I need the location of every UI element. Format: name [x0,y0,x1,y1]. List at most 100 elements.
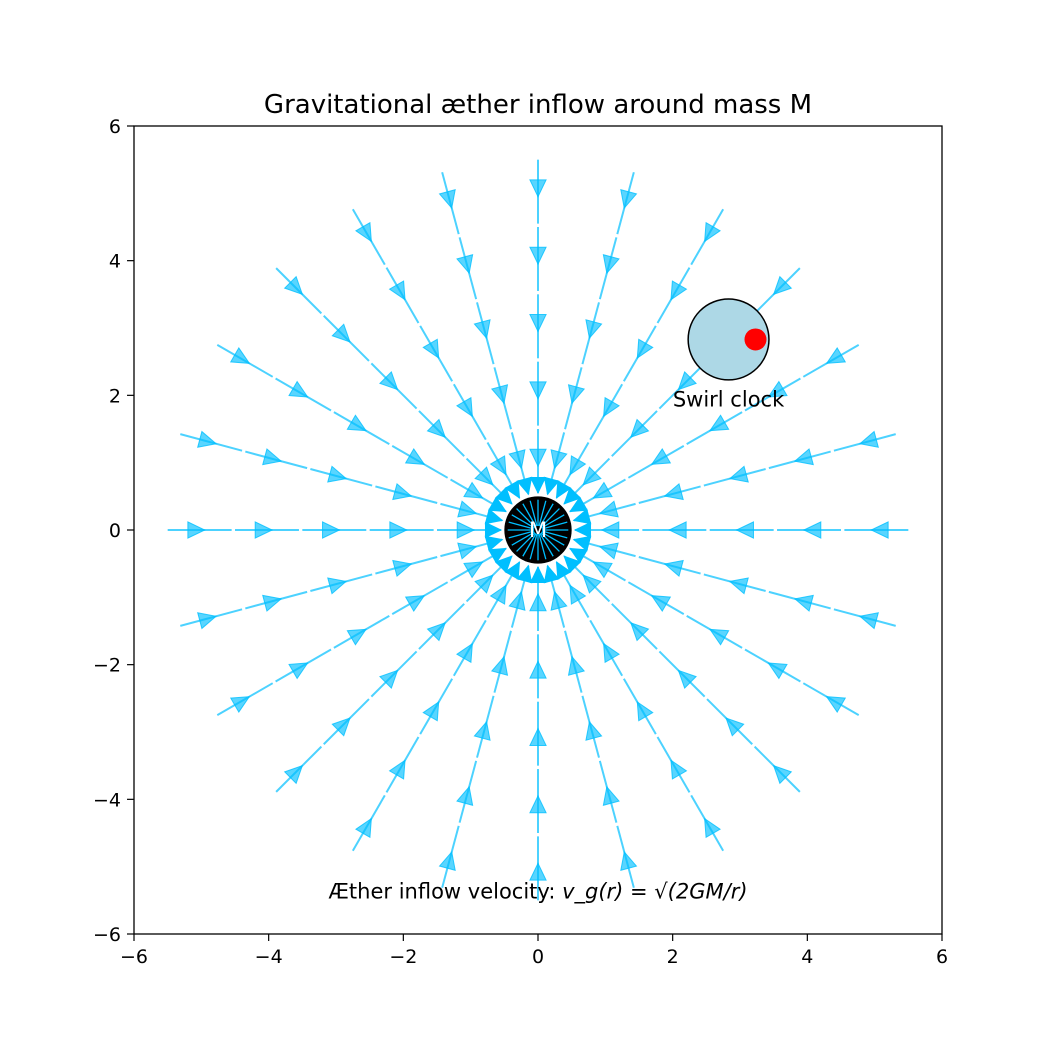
flow-arrow [457,542,478,560]
flow-arrow [508,590,526,611]
inflow-ray [529,159,547,493]
inner-arrow [543,564,560,584]
flow-arrow [668,521,687,539]
flow-arrow [529,794,547,814]
flow-arrow [456,521,476,539]
flow-arrow [767,380,788,398]
inner-arrow [569,547,589,564]
flow-arrow [772,764,793,785]
flow-arrow [379,669,399,689]
flow-arrow [262,594,283,612]
flow-arrow [569,584,587,605]
flow-arrow [388,280,406,301]
flow-arrow [709,628,730,646]
flow-arrow [529,246,547,266]
flow-arrow [438,850,456,871]
flow-arrow [550,449,568,470]
inflow-ray [563,555,801,793]
flow-arrow [598,542,619,560]
flow-arrow [529,314,547,333]
flow-arrow [567,384,586,405]
flow-arrow [585,319,603,340]
flow-arrow [602,785,620,806]
inner-arrow [504,561,521,581]
flow-arrow [858,430,879,448]
inner-arrow [529,476,547,495]
flow-arrow [456,785,474,806]
y-tick-label: 4 [109,251,121,273]
chart-title: Gravitational æther inflow around mass M [264,90,812,120]
flow-arrow [670,280,688,301]
flow-arrow [490,384,509,405]
flow-arrow [457,500,478,518]
inner-arrow [543,476,560,496]
flow-arrow [772,275,793,296]
flow-arrow [283,275,304,296]
mass-label: M [529,518,547,542]
flow-arrow [389,521,408,539]
x-tick-label: 4 [801,946,813,968]
flow-arrow [229,696,251,714]
flow-arrow [404,447,426,465]
flow-arrow [603,642,621,664]
inner-arrow [555,479,572,499]
flow-arrow [663,482,684,501]
inner-arrow [555,561,572,581]
flow-arrow [529,727,547,746]
flow-arrow [288,662,309,680]
mass-flow-line [538,533,547,560]
flow-arrow [704,817,722,839]
inner-arrow [573,521,592,539]
flow-arrow [529,179,547,198]
flow-arrow [379,371,399,391]
flow-arrow [422,701,440,722]
inflow-ray [575,521,909,539]
flow-arrow [463,561,484,579]
flow-arrow [825,346,847,364]
flow-arrow [858,612,879,630]
mass-flow-line [538,500,547,527]
flow-arrow [331,717,351,737]
flow-arrow [630,622,650,642]
flow-arrow [636,338,654,359]
mass-flow-line [541,521,568,530]
y-tick-label: −2 [93,655,121,677]
clock-face [687,298,770,381]
flow-arrow [197,612,218,630]
inflow-ray [438,565,530,888]
inner-arrow [529,565,547,584]
flow-arrow [870,521,889,539]
mass-flow-line [529,533,538,560]
mass-flow-line [516,532,536,552]
inner-arrow [516,476,533,496]
inner-arrow [484,535,504,552]
flow-arrow [592,481,613,499]
flow-arrow [793,594,814,612]
flow-arrow [288,380,309,398]
flow-arrow [735,521,754,539]
flow-arrow [426,622,446,642]
flow-arrow [825,696,847,714]
flow-arrow [529,381,547,400]
mass-flow-line [540,532,560,552]
inner-arrow [494,555,513,574]
flow-arrow [392,559,413,578]
flow-arrow [262,448,283,466]
mass-flow-line [539,503,554,527]
flow-arrow [529,592,547,612]
inflow-ray [216,343,507,513]
flow-arrow [354,221,372,243]
flow-arrow [490,655,509,676]
x-tick-label: −4 [255,946,283,968]
inner-arrow [494,486,513,505]
inflow-ray [569,547,860,717]
flow-arrow [187,521,206,539]
flow-arrow [283,764,304,785]
clock-label: Swirl clock [673,387,785,411]
y-tick-label: 0 [109,520,121,542]
mass-flow-line [541,514,565,529]
flow-arrow [426,418,446,438]
flow-arrow [455,396,473,418]
flow-arrow [438,189,456,210]
